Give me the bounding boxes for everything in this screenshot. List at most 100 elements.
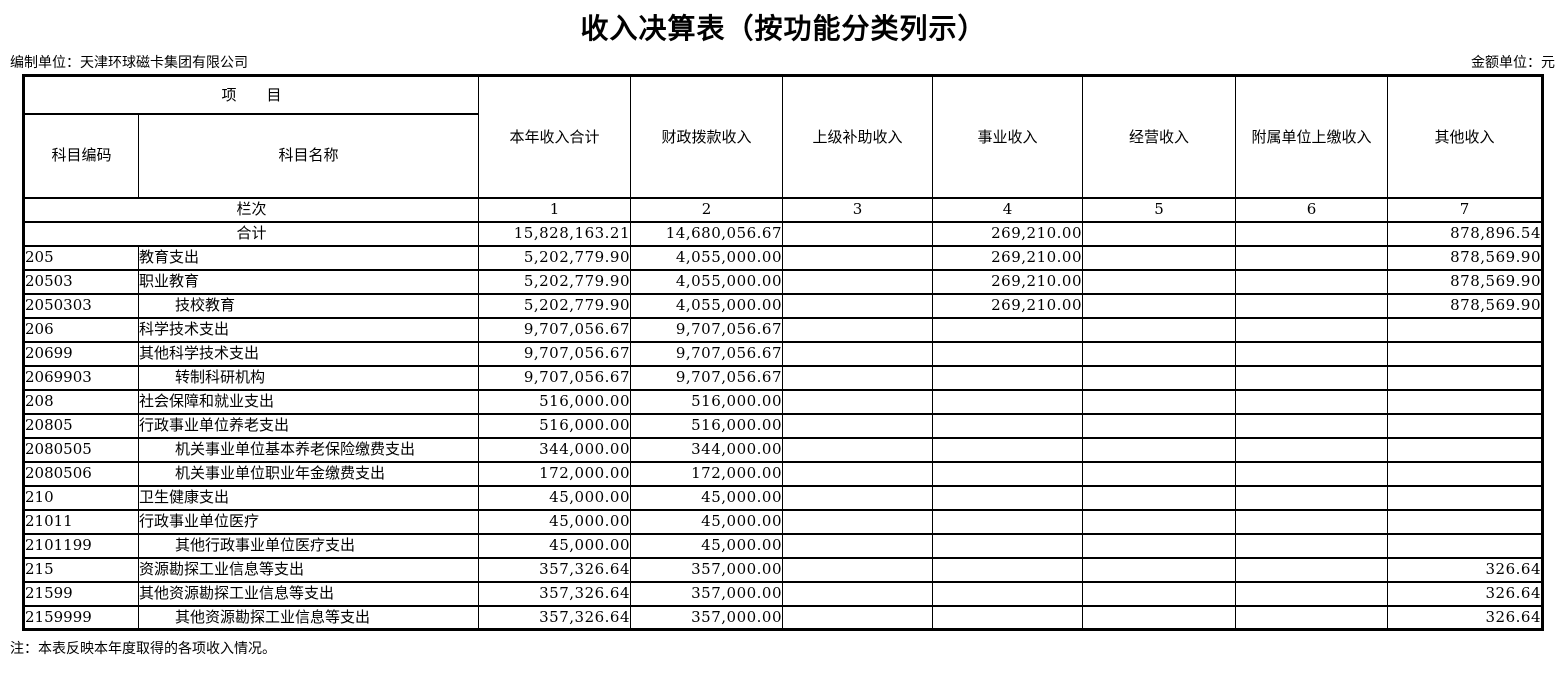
column-header-other-income: 其他收入	[1387, 74, 1544, 199]
value-cell: 357,000.00	[630, 556, 784, 583]
subject-name-cell: 行政事业单位医疗	[137, 508, 480, 535]
value-cell	[1235, 460, 1389, 487]
value-cell: 9,707,056.67	[630, 340, 784, 367]
lane-number-row: 栏次 1 2 3 4 5 6 7	[22, 196, 1544, 223]
subject-name-cell: 其他行政事业单位医疗支出	[137, 532, 480, 559]
table-row: 2080505 机关事业单位基本养老保险缴费支出 344,000.00 344,000…	[23, 436, 1544, 463]
value-cell: 9,707,056.67	[630, 316, 784, 343]
value-cell: 516,000.00	[630, 412, 784, 439]
subject-name-cell: 其他资源勘探工业信息等支出	[137, 580, 480, 607]
lane-number: 3	[782, 196, 934, 223]
value-cell	[1235, 556, 1389, 583]
subject-name-cell: 其他资源勘探工业信息等支出	[137, 604, 480, 631]
value-cell	[782, 316, 934, 343]
value-cell	[782, 388, 934, 415]
value-cell	[782, 292, 934, 319]
table-row: 206 科学技术支出 9,707,056.67 9,707,056.67	[23, 316, 1544, 343]
value-cell	[782, 604, 934, 631]
value-cell: 172,000.00	[630, 460, 784, 487]
value-cell: 357,000.00	[630, 604, 784, 631]
lane-number: 6	[1235, 196, 1389, 223]
lane-label: 栏次	[22, 196, 480, 223]
total-label: 合计	[22, 220, 480, 247]
value-cell: 516,000.00	[630, 388, 784, 415]
table-row: 208 社会保障和就业支出 516,000.00 516,000.00	[23, 388, 1544, 415]
value-cell	[932, 580, 1084, 607]
value-cell: 878,569.90	[1387, 268, 1544, 295]
subject-name-cell: 转制科研机构	[137, 364, 480, 391]
total-value: 15,828,163.21	[478, 220, 632, 247]
table-row: 2101199 其他行政事业单位医疗支出 45,000.00 45,000.00	[23, 532, 1544, 559]
total-value: 878,896.54	[1387, 220, 1544, 247]
total-value	[1235, 220, 1389, 247]
value-cell	[1235, 484, 1389, 511]
subject-code-cell: 2069903	[23, 364, 139, 391]
value-cell: 45,000.00	[630, 508, 784, 535]
value-cell	[1387, 412, 1544, 439]
value-cell	[782, 412, 934, 439]
subject-name-cell: 行政事业单位养老支出	[137, 412, 480, 439]
subject-code-cell: 210	[23, 484, 139, 511]
income-final-accounts-table: 项 目 本年收入合计 财政拨款收入 上级补助收入 事业收入 经营收入 附属单位上…	[22, 74, 1545, 631]
table-row: 210 卫生健康支出 45,000.00 45,000.00	[23, 484, 1544, 511]
subject-code-cell: 206	[23, 316, 139, 343]
subject-code-cell: 20699	[23, 340, 139, 367]
value-cell	[782, 364, 934, 391]
value-cell	[1235, 412, 1389, 439]
value-cell: 269,210.00	[932, 292, 1084, 319]
value-cell	[1387, 436, 1544, 463]
value-cell	[1235, 244, 1389, 271]
value-cell	[1082, 292, 1237, 319]
value-cell	[1235, 388, 1389, 415]
subject-code-cell: 21599	[23, 580, 139, 607]
value-cell	[1387, 388, 1544, 415]
value-cell	[1082, 580, 1237, 607]
lane-number: 7	[1387, 196, 1544, 223]
value-cell	[1235, 364, 1389, 391]
value-cell	[1387, 508, 1544, 535]
value-cell	[782, 340, 934, 367]
value-cell	[1082, 508, 1237, 535]
subject-name-cell: 技校教育	[137, 292, 480, 319]
value-cell: 172,000.00	[478, 460, 632, 487]
value-cell	[932, 436, 1084, 463]
value-cell	[932, 460, 1084, 487]
subject-code-cell: 2050303	[23, 292, 139, 319]
value-cell	[932, 532, 1084, 559]
value-cell	[782, 460, 934, 487]
subject-code-header: 科目编码	[23, 112, 139, 199]
value-cell	[1082, 532, 1237, 559]
value-cell	[1082, 484, 1237, 511]
subject-name-cell: 教育支出	[137, 244, 480, 271]
subject-name-cell: 卫生健康支出	[137, 484, 480, 511]
column-header-subordinate-unit-payment: 附属单位上缴收入	[1235, 74, 1389, 199]
value-cell	[1387, 460, 1544, 487]
value-cell	[1082, 604, 1237, 631]
value-cell	[932, 484, 1084, 511]
total-row: 合计 15,828,163.21 14,680,056.67 269,210.0…	[22, 220, 1544, 247]
value-cell	[1235, 604, 1389, 631]
value-cell	[932, 364, 1084, 391]
subject-name-cell: 机关事业单位基本养老保险缴费支出	[137, 436, 480, 463]
table-row: 21011 行政事业单位医疗 45,000.00 45,000.00	[23, 508, 1544, 535]
lane-number: 1	[478, 196, 632, 223]
subject-code-cell: 205	[23, 244, 139, 271]
value-cell: 357,000.00	[630, 580, 784, 607]
value-cell: 326.64	[1387, 580, 1544, 607]
value-cell	[1082, 412, 1237, 439]
value-cell	[1235, 292, 1389, 319]
table-row: 20503 职业教育 5,202,779.90 4,055,000.00 269,210…	[23, 268, 1544, 295]
value-cell: 5,202,779.90	[478, 244, 632, 271]
value-cell: 4,055,000.00	[630, 244, 784, 271]
value-cell	[1235, 508, 1389, 535]
value-cell	[782, 580, 934, 607]
value-cell: 269,210.00	[932, 244, 1084, 271]
subject-name-cell: 社会保障和就业支出	[137, 388, 480, 415]
value-cell: 9,707,056.67	[478, 364, 632, 391]
table-row: 205 教育支出 5,202,779.90 4,055,000.00 269,210.0…	[23, 244, 1544, 271]
subject-code-cell: 2101199	[23, 532, 139, 559]
value-cell	[1082, 340, 1237, 367]
value-cell	[782, 436, 934, 463]
value-cell	[1387, 316, 1544, 343]
value-cell: 45,000.00	[478, 484, 632, 511]
